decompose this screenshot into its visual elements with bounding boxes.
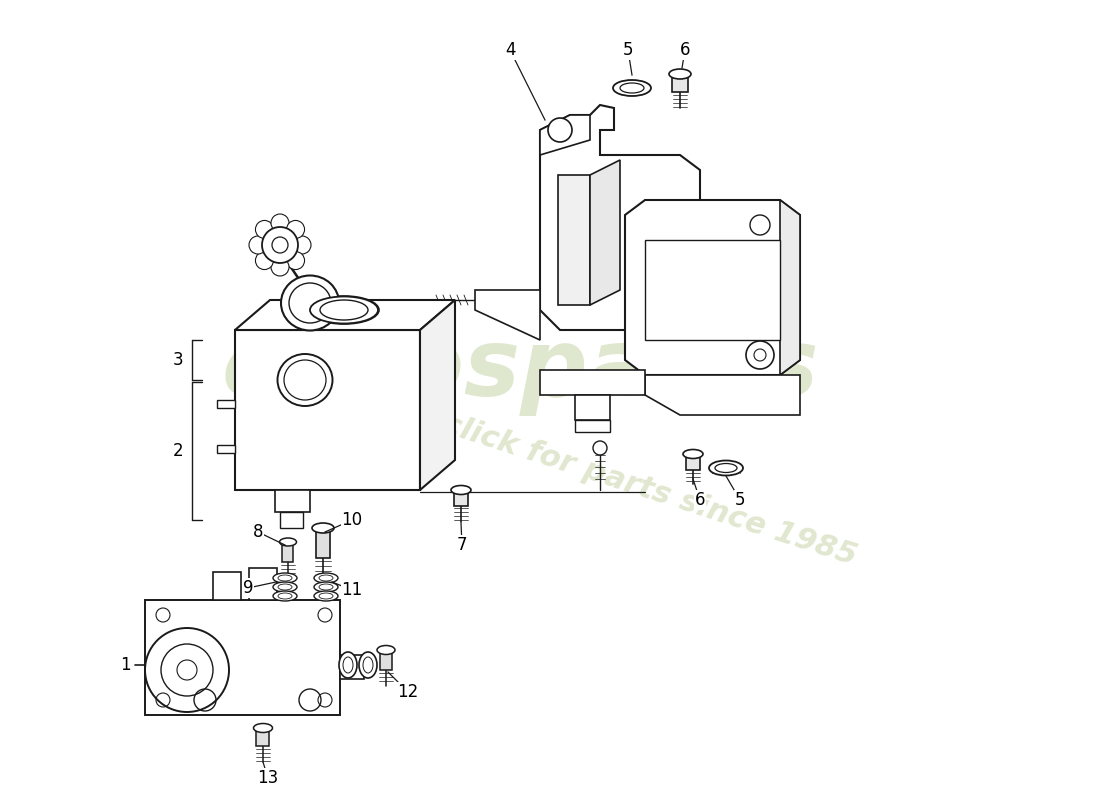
- Ellipse shape: [277, 354, 332, 406]
- Ellipse shape: [359, 652, 377, 678]
- Ellipse shape: [613, 80, 651, 96]
- Bar: [316, 528, 330, 558]
- Text: 1: 1: [120, 656, 130, 674]
- Circle shape: [293, 236, 311, 254]
- Text: 3: 3: [173, 351, 184, 369]
- Ellipse shape: [310, 297, 378, 323]
- Text: 9: 9: [243, 579, 253, 597]
- Bar: [340, 655, 364, 679]
- Bar: [217, 400, 235, 408]
- Ellipse shape: [669, 69, 691, 79]
- Bar: [645, 240, 780, 340]
- Ellipse shape: [314, 591, 338, 601]
- Text: 7: 7: [456, 536, 468, 554]
- Text: 13: 13: [257, 769, 278, 787]
- Text: 6: 6: [695, 491, 705, 509]
- Text: click for parts since 1985: click for parts since 1985: [439, 410, 860, 570]
- Polygon shape: [475, 290, 540, 340]
- Polygon shape: [235, 300, 455, 330]
- Ellipse shape: [279, 538, 297, 546]
- Ellipse shape: [312, 523, 334, 533]
- Text: 2: 2: [173, 442, 184, 460]
- Text: 12: 12: [397, 683, 419, 701]
- Polygon shape: [590, 160, 620, 305]
- Circle shape: [255, 221, 274, 238]
- Polygon shape: [145, 600, 340, 715]
- Bar: [454, 490, 467, 506]
- Circle shape: [287, 221, 305, 238]
- Ellipse shape: [339, 652, 358, 678]
- Bar: [686, 454, 700, 470]
- Circle shape: [746, 341, 774, 369]
- Polygon shape: [540, 105, 700, 330]
- Polygon shape: [645, 375, 800, 415]
- Bar: [249, 568, 277, 600]
- Text: eurospares: eurospares: [221, 324, 818, 416]
- Circle shape: [262, 227, 298, 263]
- Circle shape: [255, 251, 274, 270]
- Bar: [672, 74, 688, 92]
- Bar: [256, 728, 270, 746]
- Ellipse shape: [280, 275, 339, 330]
- Circle shape: [271, 214, 289, 232]
- Circle shape: [145, 628, 229, 712]
- Polygon shape: [780, 200, 800, 375]
- Text: 5: 5: [735, 491, 746, 509]
- Polygon shape: [625, 200, 800, 375]
- Bar: [217, 445, 235, 453]
- Bar: [575, 420, 611, 432]
- Bar: [282, 542, 293, 562]
- Ellipse shape: [377, 646, 395, 654]
- Circle shape: [249, 236, 267, 254]
- Text: 6: 6: [680, 41, 691, 59]
- Ellipse shape: [314, 573, 338, 583]
- Polygon shape: [558, 175, 590, 305]
- Text: 4: 4: [505, 41, 515, 59]
- Polygon shape: [275, 490, 310, 512]
- Bar: [379, 650, 392, 670]
- Polygon shape: [575, 395, 611, 420]
- Ellipse shape: [273, 591, 297, 601]
- Ellipse shape: [314, 582, 338, 592]
- Ellipse shape: [273, 573, 297, 583]
- Text: 8: 8: [253, 523, 263, 541]
- Polygon shape: [235, 330, 420, 490]
- Circle shape: [593, 441, 607, 455]
- Polygon shape: [540, 370, 645, 395]
- Circle shape: [287, 251, 305, 270]
- Text: 5: 5: [623, 41, 634, 59]
- Text: 10: 10: [341, 511, 363, 529]
- Ellipse shape: [710, 461, 742, 475]
- Ellipse shape: [253, 723, 273, 733]
- Ellipse shape: [273, 582, 297, 592]
- Circle shape: [271, 258, 289, 276]
- Polygon shape: [280, 512, 302, 528]
- Circle shape: [548, 118, 572, 142]
- Text: 11: 11: [341, 581, 363, 599]
- Ellipse shape: [309, 296, 379, 324]
- Ellipse shape: [683, 450, 703, 458]
- Ellipse shape: [451, 486, 471, 494]
- Polygon shape: [420, 300, 455, 490]
- Bar: [213, 572, 241, 600]
- Polygon shape: [540, 115, 590, 155]
